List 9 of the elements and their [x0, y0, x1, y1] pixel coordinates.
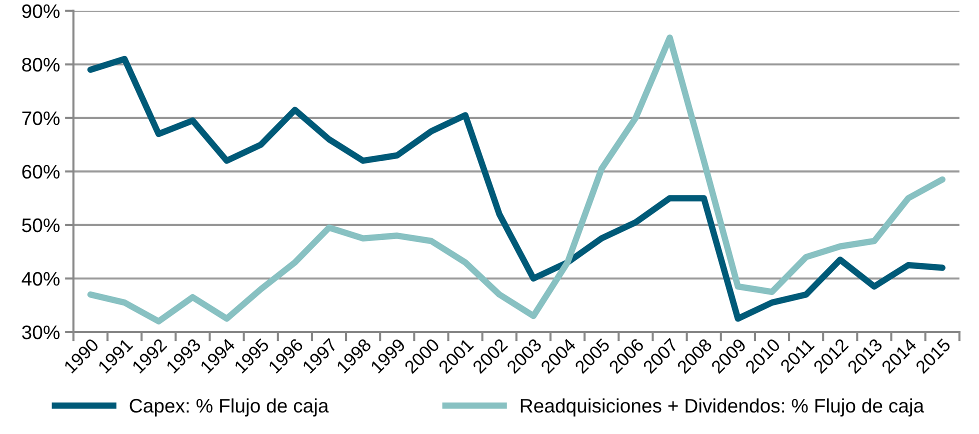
legend-label: Capex: % Flujo de caja — [130, 398, 329, 416]
y-tick-label: 30% — [22, 325, 60, 340]
y-tick-label: 90% — [22, 4, 60, 18]
legend-label: Readquisiciones + Dividendos: % Flujo de caja — [520, 398, 924, 416]
y-tick-label: 40% — [22, 272, 60, 286]
y-tick-label: 50% — [22, 218, 60, 232]
y-tick-label: 70% — [22, 111, 60, 126]
y-tick-label: 60% — [22, 164, 60, 179]
y-tick-label: 80% — [22, 58, 60, 72]
